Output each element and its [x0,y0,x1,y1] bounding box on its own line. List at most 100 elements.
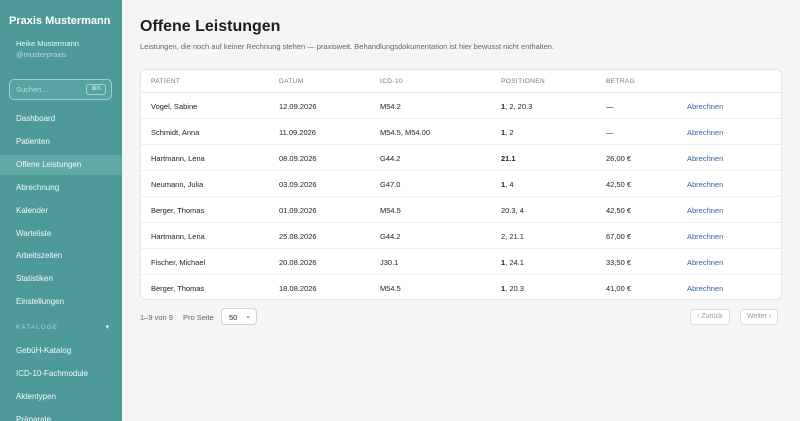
page-description: Leistungen, die noch auf keiner Rechnung… [140,42,555,51]
column-header-patient[interactable]: PATIENT [151,78,181,85]
positionen-primary: 1 [501,258,506,267]
sidebar-item-icd-10-fachmodule[interactable]: ICD-10-Fachmodule [16,369,89,378]
cell-patient[interactable]: Berger, Thomas [151,284,205,293]
abrechnen-link[interactable]: Abrechnen [687,284,724,293]
cell-icd: G44.2 [380,232,401,241]
sidebar-item-abrechnung[interactable]: Abrechnung [16,182,60,192]
cell-betrag: 41,00 € [606,284,632,293]
abrechnen-link[interactable]: Abrechnen [687,102,724,111]
cell-positionen: 1, 24.1 [501,258,524,267]
cell-betrag: 42,50 € [606,180,632,189]
table-row: Hartmann, Lena 25.08.2026 G44.2 2, 21.1 67,0… [141,223,781,249]
cell-betrag: 67,00 € [606,232,632,241]
column-header-betrag[interactable]: BETRAG [606,78,636,85]
cell-positionen: 21.1 [501,154,516,163]
cell-datum: 12.09.2026 [279,102,317,111]
per-page-value: 50 [229,313,238,322]
cell-icd: M54.5 [380,206,401,215]
result-count: 1–9 von 9 [140,313,173,322]
next-page-button[interactable]: Weiter › [740,309,779,325]
cell-datum: 01.09.2026 [279,206,317,215]
cell-icd: J30.1 [380,258,399,267]
sidebar-item-patienten[interactable]: Patienten [16,136,50,146]
positionen-primary: 21.1 [501,154,516,163]
table-header: PATIENT DATUM ICD-10 POSITIONEN BETRAG [141,70,781,93]
table-row: Hartmann, Lena 08.09.2026 G44.2 21.1 26,00 €… [141,145,781,171]
cell-betrag: 26,00 € [606,154,632,163]
sidebar-item-dashboard[interactable]: Dashboard [16,114,56,123]
cell-datum: 11.09.2026 [279,128,316,137]
table-row: Neumann, Julia 03.09.2026 G47.0 1, 4 42,50 €… [141,171,781,197]
cell-betrag: — [606,102,614,111]
open-services-table: PATIENT DATUM ICD-10 POSITIONEN BETRAG V… [140,69,782,300]
cell-datum: 08.09.2026 [279,154,317,163]
cell-positionen: 1, 4 [501,180,514,189]
cell-patient[interactable]: Vogel, Sabine [151,102,198,111]
cell-icd: M54.5 [380,284,401,293]
chevron-down-icon: ⌄ [245,313,251,320]
positionen-primary: 1 [501,180,506,189]
cell-positionen: 1, 20.3 [501,284,524,293]
page-title: Offene Leistungen [140,18,281,35]
cell-datum: 25.08.2026 [279,232,317,241]
positionen-rest: , 4 [505,180,514,189]
cell-betrag: 42,50 € [606,206,632,215]
cell-datum: 03.09.2026 [279,180,317,189]
column-header-positionen[interactable]: POSITIONEN [501,78,546,85]
positionen-rest: 20.3, 4 [501,206,524,215]
user-handle: @musterpraxis [16,50,67,59]
abrechnen-link[interactable]: Abrechnen [687,258,724,267]
cell-patient[interactable]: Hartmann, Lena [151,232,205,241]
cell-positionen: 1, 2, 20.3 [501,102,532,111]
search-input[interactable] [16,83,84,96]
cell-positionen: 2, 21.1 [501,232,524,241]
sidebar-item-pr-parate[interactable]: Präparate [16,415,52,421]
sidebar-item-aktentypen[interactable]: Aktentypen [16,392,57,401]
sidebar-item-offene-leistungen[interactable]: Offene Leistungen [0,154,122,175]
chevron-down-icon: ▾ [105,324,110,331]
catalog-section-label[interactable]: KATALOGE ▾ [16,324,112,331]
table-row: Berger, Thomas 18.08.2026 M54.5 1, 20.3 41,0… [141,275,781,299]
catalog-section-title: KATALOGE [16,324,59,331]
column-header-datum[interactable]: DATUM [279,78,304,85]
per-page-label: Pro Seite [183,313,214,322]
positionen-primary: 1 [501,284,506,293]
cell-patient[interactable]: Hartmann, Lena [151,154,205,163]
cell-patient[interactable]: Fischer, Michael [151,258,206,267]
positionen-primary: 1 [501,128,506,137]
sidebar-item-statistiken[interactable]: Statistiken [16,274,53,284]
abrechnen-link[interactable]: Abrechnen [687,232,724,241]
cell-patient[interactable]: Neumann, Julia [151,180,204,189]
cell-betrag: 33,50 € [606,258,632,267]
positionen-rest: , 20.3 [505,284,524,293]
user-name: Heike Mustermann [16,39,79,48]
positionen-rest: 2, 21.1 [501,232,524,241]
sidebar-item-kalender[interactable]: Kalender [16,205,49,215]
table-row: Berger, Thomas 01.09.2026 M54.5 20.3, 4 42,5… [141,197,781,223]
positionen-rest: , 2, 20.3 [505,102,533,111]
cell-patient[interactable]: Berger, Thomas [151,206,205,215]
cell-icd: M54.2 [380,102,401,111]
sidebar-item-geb-h-katalog[interactable]: GebüH-Katalog [16,346,72,355]
abrechnen-link[interactable]: Abrechnen [687,154,724,163]
cell-datum: 18.08.2026 [279,284,317,293]
sidebar-item-warteliste[interactable]: Warteliste [16,228,52,238]
per-page-select[interactable]: 50 ⌄ [221,308,257,325]
abrechnen-link[interactable]: Abrechnen [687,128,724,137]
brand-title: Praxis Mustermann [9,15,111,27]
search-shortcut-badge: ⌘K [85,84,106,95]
cell-icd: G47.0 [380,180,401,189]
sidebar: Praxis Mustermann Heike Mustermann @must… [0,0,122,421]
previous-page-button[interactable]: ‹ Zurück [690,309,730,325]
table-row: Fischer, Michael 20.08.2026 J30.1 1, 24.1 33… [141,249,781,275]
abrechnen-link[interactable]: Abrechnen [687,206,724,215]
cell-betrag: — [606,128,614,137]
search-box[interactable]: ⌘K [9,79,112,100]
positionen-rest: , 24.1 [505,258,524,267]
column-header-icd[interactable]: ICD-10 [380,78,403,85]
sidebar-item-arbeitszeiten[interactable]: Arbeitszeiten [16,251,63,261]
abrechnen-link[interactable]: Abrechnen [687,180,724,189]
cell-patient[interactable]: Schmidt, Anna [151,128,200,137]
sidebar-item-einstellungen[interactable]: Einstellungen [16,297,65,307]
cell-datum: 20.08.2026 [279,258,317,267]
